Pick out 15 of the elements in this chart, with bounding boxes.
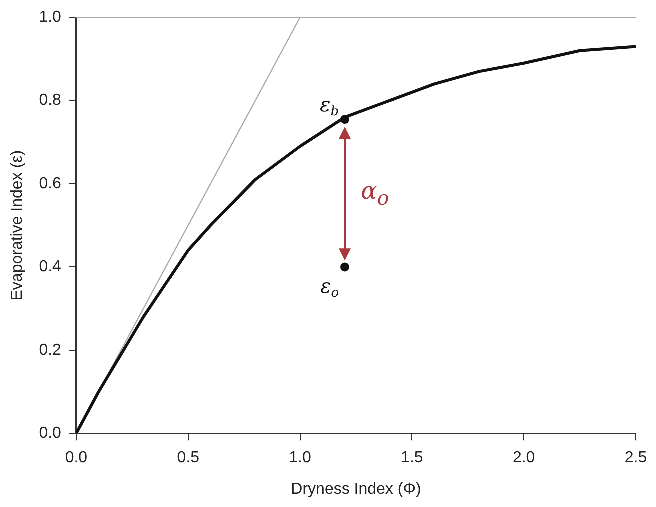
x-tick-label: 2.0 <box>512 450 536 467</box>
x-tick-label: 1.5 <box>401 450 424 467</box>
y-tick-label: 0.0 <box>39 425 62 442</box>
y-axis-title: Evaporative Index (ε) <box>9 150 26 301</box>
y-tick-label: 1.0 <box>39 9 62 26</box>
x-tick-label: 0.5 <box>177 450 200 467</box>
y-tick-label: 0.8 <box>39 92 62 110</box>
x-tick-label: 1.0 <box>289 450 312 467</box>
y-tick-label: 0.6 <box>39 175 62 192</box>
annotation: α$_{o}$ <box>361 176 390 210</box>
x-axis-title: Dryness Index (Φ) <box>291 480 422 498</box>
x-tick-label: 2.5 <box>624 450 648 467</box>
x-tick-label: 0.0 <box>65 450 88 467</box>
y-tick-label: 0.4 <box>39 258 62 276</box>
y-tick-label: 0.2 <box>39 342 62 359</box>
